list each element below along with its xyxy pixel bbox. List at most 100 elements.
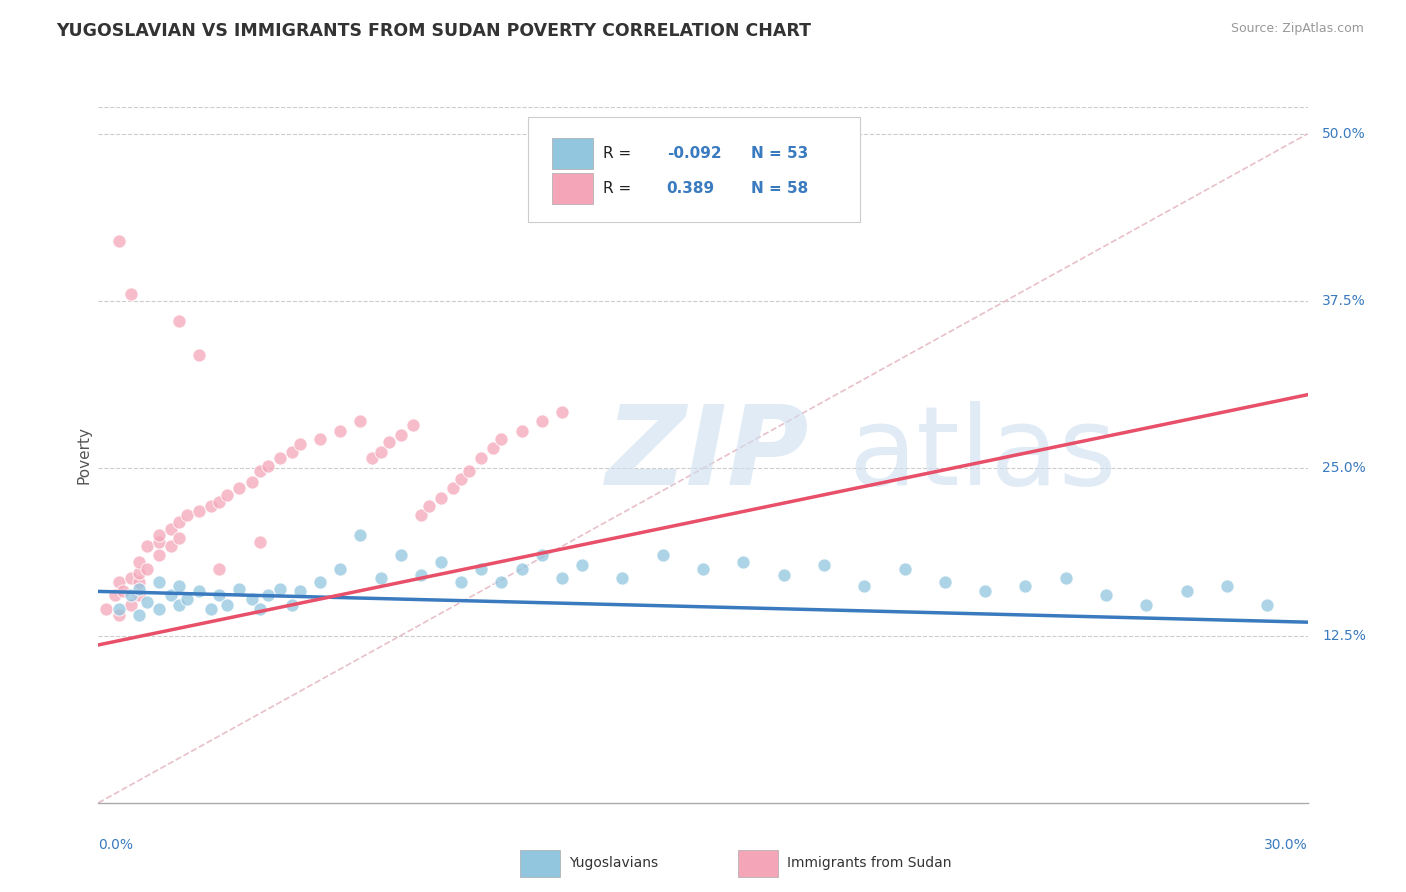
Point xyxy=(96,602,118,616)
Point xyxy=(551,571,574,585)
Point xyxy=(309,575,332,590)
Point xyxy=(530,548,553,563)
Point xyxy=(470,562,492,576)
Point xyxy=(571,558,593,572)
Text: -0.092: -0.092 xyxy=(666,146,721,161)
Y-axis label: Poverty: Poverty xyxy=(76,425,91,484)
Point xyxy=(148,548,170,563)
Point xyxy=(128,589,150,603)
Point xyxy=(934,575,956,590)
Point xyxy=(430,491,453,505)
Point xyxy=(217,488,239,502)
Point xyxy=(228,482,250,496)
Point xyxy=(120,589,142,603)
Point xyxy=(853,579,876,593)
Point xyxy=(389,428,412,442)
Point xyxy=(128,608,150,623)
Point xyxy=(491,575,513,590)
Point xyxy=(772,568,794,582)
Point xyxy=(148,528,170,542)
Point xyxy=(188,348,211,362)
Text: 0.389: 0.389 xyxy=(666,181,714,196)
Point xyxy=(128,566,150,580)
Point xyxy=(107,575,129,590)
Point xyxy=(309,432,332,446)
Point xyxy=(269,582,291,596)
Text: atlas: atlas xyxy=(848,401,1116,508)
Point xyxy=(111,584,134,599)
Point xyxy=(974,584,997,599)
Point xyxy=(167,598,190,612)
Point xyxy=(167,515,190,529)
Point xyxy=(692,562,714,576)
Point xyxy=(377,434,399,449)
Point xyxy=(128,555,150,569)
Point xyxy=(128,575,150,590)
Point xyxy=(482,442,505,456)
Point xyxy=(103,589,125,603)
Point xyxy=(107,602,129,616)
Point xyxy=(409,568,432,582)
Point xyxy=(651,548,673,563)
Point xyxy=(120,571,142,585)
Point xyxy=(349,528,371,542)
Point xyxy=(208,494,231,508)
Point xyxy=(458,464,481,478)
Point xyxy=(288,584,311,599)
Point xyxy=(530,415,553,429)
Text: Yugoslavians: Yugoslavians xyxy=(569,856,658,871)
Point xyxy=(208,562,231,576)
Point xyxy=(107,608,129,623)
Point xyxy=(430,555,453,569)
Point xyxy=(329,424,352,438)
Text: 25.0%: 25.0% xyxy=(1322,461,1365,475)
Point xyxy=(1135,598,1157,612)
Point xyxy=(249,464,271,478)
Point xyxy=(176,592,198,607)
Point xyxy=(1014,579,1036,593)
Point xyxy=(135,595,157,609)
Text: ZIP: ZIP xyxy=(606,401,810,508)
Point xyxy=(217,598,239,612)
Point xyxy=(470,450,492,465)
Point xyxy=(450,472,472,486)
Point xyxy=(208,589,231,603)
Text: Immigrants from Sudan: Immigrants from Sudan xyxy=(787,856,952,871)
Text: 37.5%: 37.5% xyxy=(1322,294,1365,308)
Text: 50.0%: 50.0% xyxy=(1322,127,1365,141)
FancyBboxPatch shape xyxy=(551,138,593,169)
Point xyxy=(402,418,425,433)
Point xyxy=(349,415,371,429)
Point xyxy=(135,562,157,576)
Point xyxy=(370,445,392,459)
Point xyxy=(288,437,311,451)
Point xyxy=(1095,589,1118,603)
Point xyxy=(188,504,211,518)
Point xyxy=(510,424,533,438)
Point xyxy=(893,562,915,576)
Text: 0.0%: 0.0% xyxy=(98,838,134,852)
Text: R =: R = xyxy=(603,181,631,196)
Point xyxy=(160,589,183,603)
Point xyxy=(1216,579,1239,593)
Point xyxy=(249,602,271,616)
Point xyxy=(1054,571,1077,585)
Point xyxy=(269,450,291,465)
FancyBboxPatch shape xyxy=(551,173,593,203)
FancyBboxPatch shape xyxy=(527,118,860,222)
Point xyxy=(510,562,533,576)
Point xyxy=(441,482,464,496)
Text: YUGOSLAVIAN VS IMMIGRANTS FROM SUDAN POVERTY CORRELATION CHART: YUGOSLAVIAN VS IMMIGRANTS FROM SUDAN POV… xyxy=(56,22,811,40)
Point xyxy=(200,499,222,513)
Point xyxy=(240,475,263,489)
Point xyxy=(240,592,263,607)
Text: N = 58: N = 58 xyxy=(751,181,808,196)
Text: N = 53: N = 53 xyxy=(751,146,808,161)
Point xyxy=(733,555,755,569)
Point xyxy=(389,548,412,563)
Point xyxy=(813,558,835,572)
Point xyxy=(361,450,384,465)
Point xyxy=(120,287,142,301)
Point xyxy=(551,405,574,419)
Point xyxy=(135,539,157,553)
